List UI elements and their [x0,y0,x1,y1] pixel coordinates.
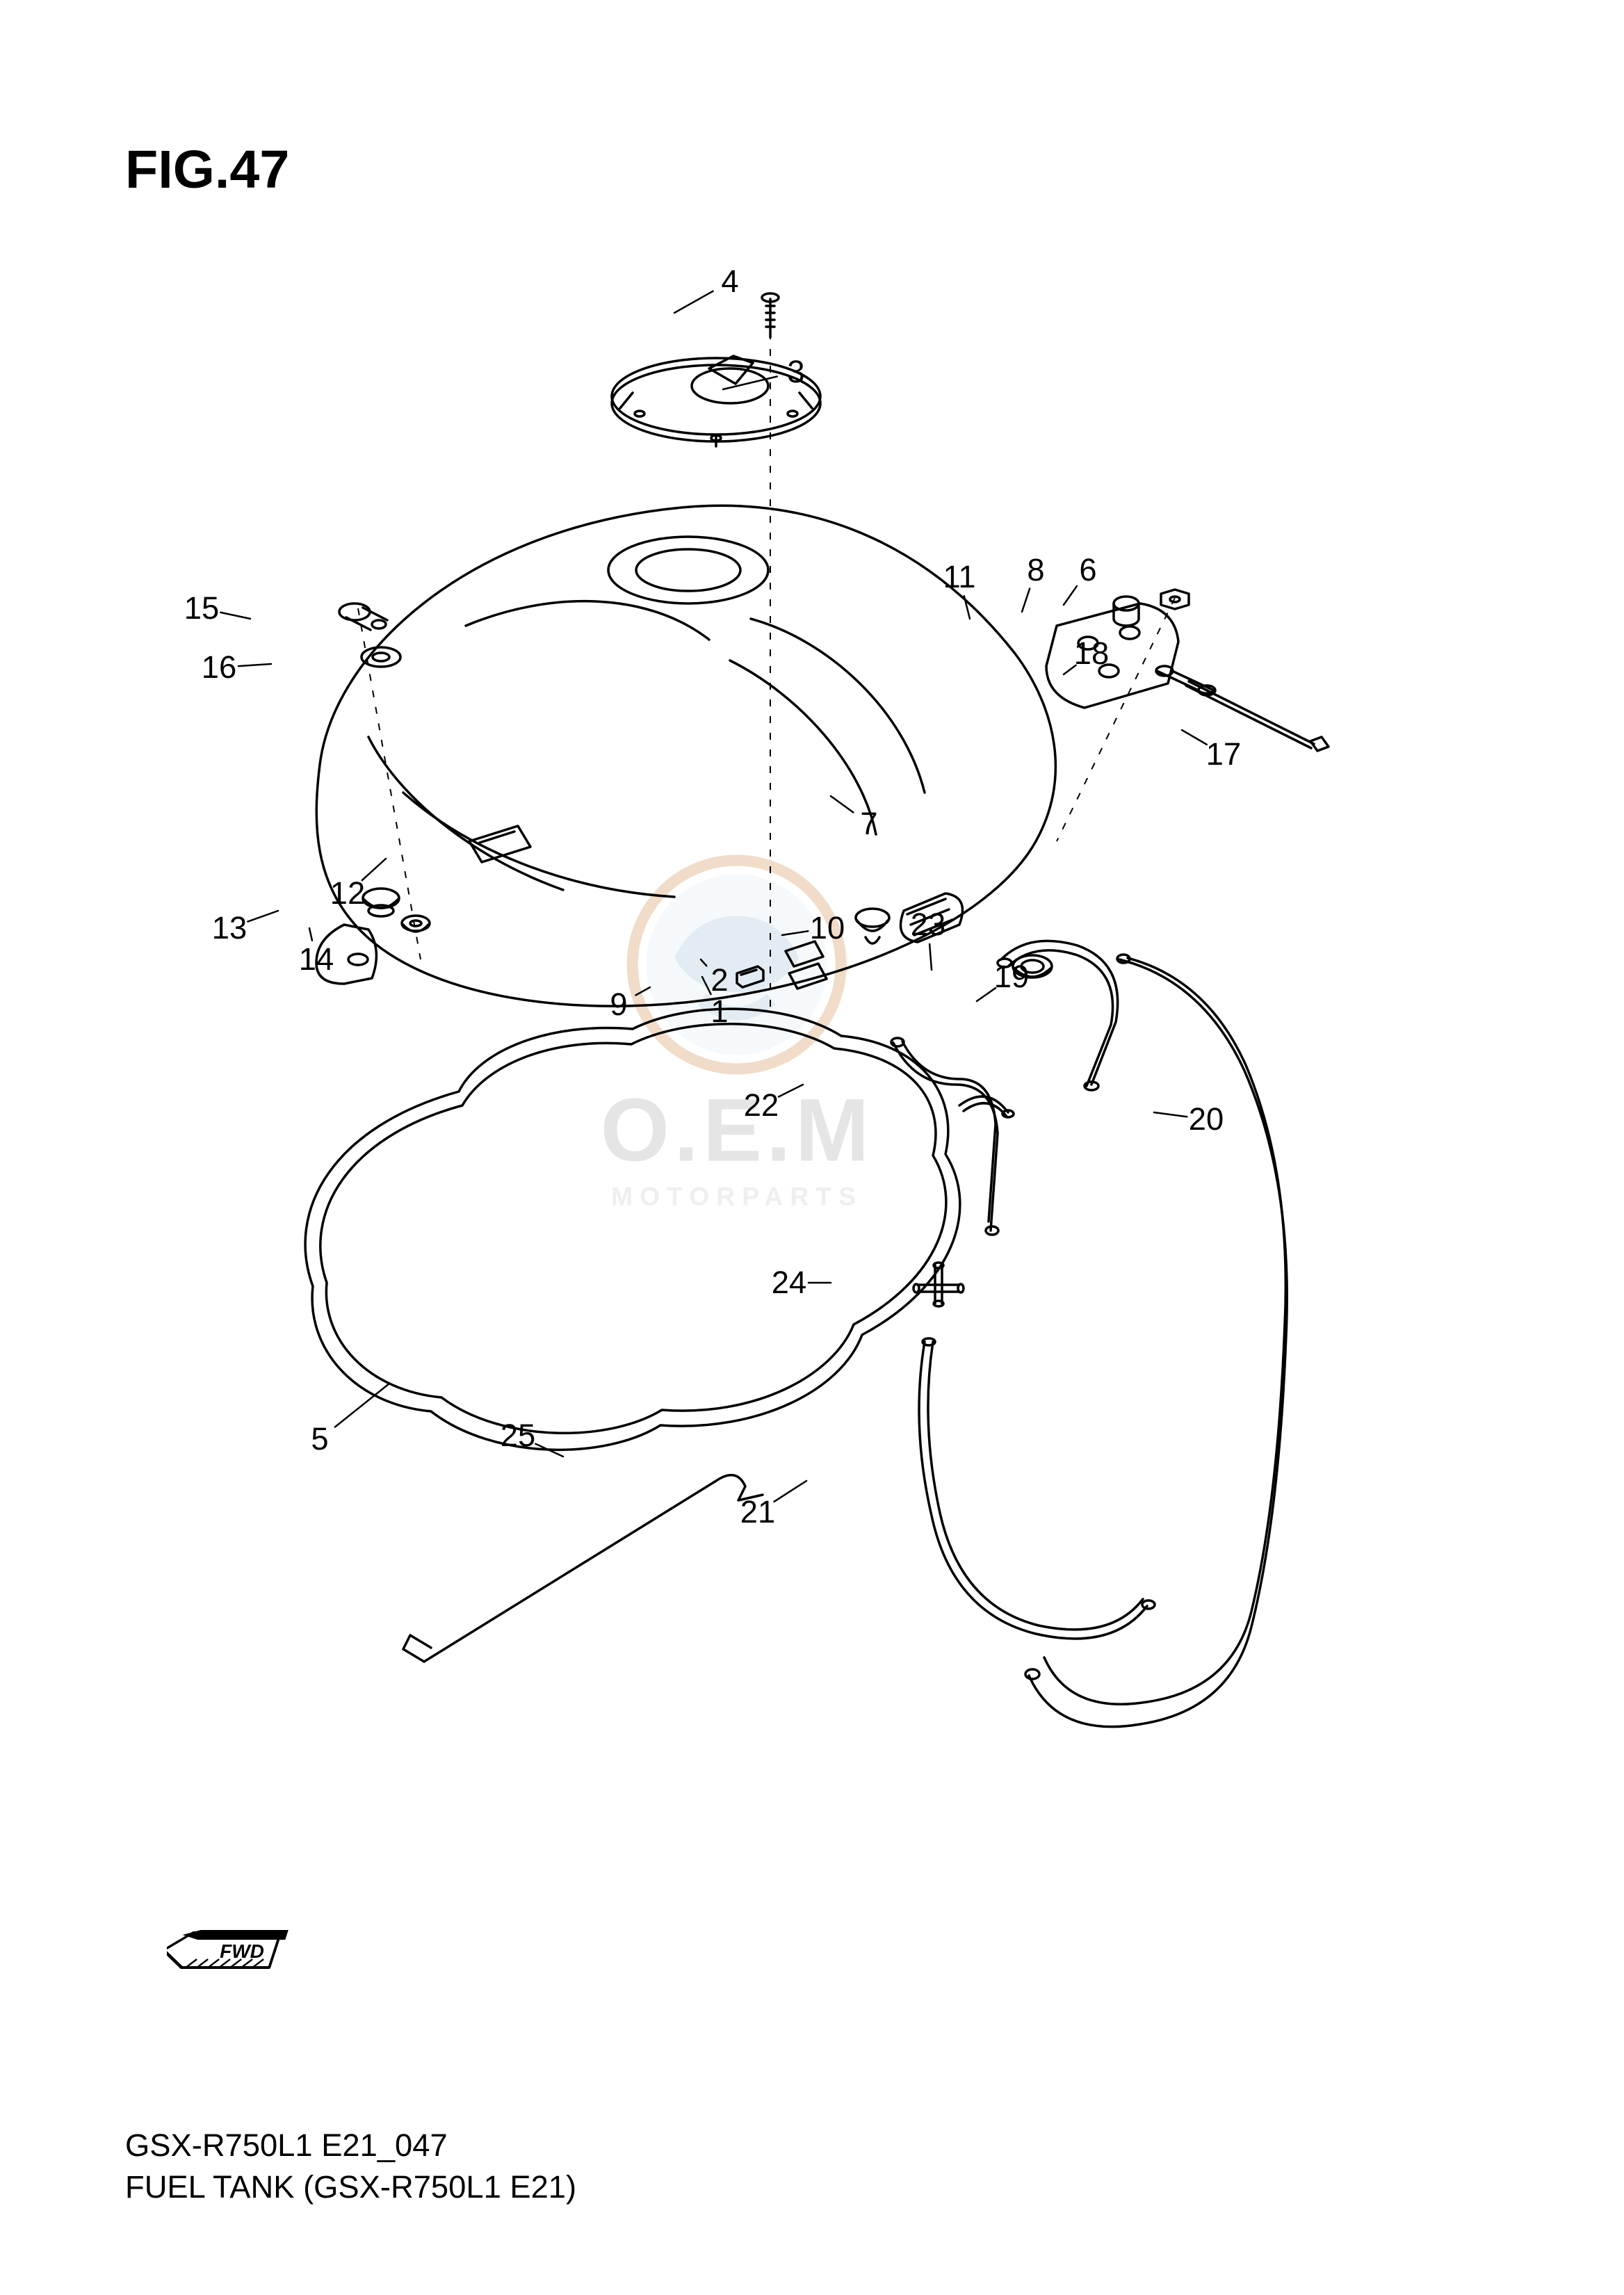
callout-13: 13 [212,910,247,946]
callout-14: 14 [299,941,334,978]
page: FIG.47 O.E.M MOTORPARTS [0,0,1624,2295]
tank-filler-ring [608,537,768,603]
callout-19: 19 [994,959,1029,995]
callout-3: 3 [787,354,804,390]
leader-12 [362,859,386,880]
callout-20: 20 [1189,1101,1224,1137]
leader-8 [1022,589,1030,612]
callout-10: 10 [810,910,845,946]
part-clip-9 [737,966,763,987]
leader-7 [831,796,853,813]
leader-9 [635,987,650,995]
callout-6: 6 [1079,552,1096,588]
leader-lines [220,291,1206,1502]
callout-1: 1 [710,994,728,1030]
part-cushion-10 [856,909,889,943]
callout-18: 18 [1074,635,1109,672]
part-hose-20 [1025,955,1287,1727]
callout-25: 25 [501,1418,535,1454]
leader-15 [220,613,250,619]
diagram-area [104,264,1495,1794]
leader-13 [247,911,278,922]
leader-16 [238,664,271,666]
leader-5 [335,1384,389,1427]
callout-15: 15 [184,590,219,626]
part-cushion-13 [363,889,399,916]
callout-24: 24 [772,1265,806,1301]
callout-23: 23 [911,907,945,943]
callout-11: 11 [943,559,975,595]
callout-4: 4 [721,263,738,300]
leader-14 [309,928,312,941]
leader-4 [674,291,713,313]
callout-12: 12 [330,875,365,911]
callout-8: 8 [1027,552,1044,588]
leader-6 [1064,586,1077,605]
part-tank-gasket [305,1009,960,1450]
callout-2: 2 [710,962,728,998]
part-pads [737,941,827,989]
part-hose-21 [919,1338,1155,1639]
callout-5: 5 [311,1421,328,1457]
figure-title: FIG.47 [125,139,289,201]
assembly-axis-rear [1057,598,1175,841]
fwd-badge-label: FWD [220,1940,264,1962]
part-bolt-15 [339,603,387,630]
part-nut-14 [402,916,430,932]
leader-2 [701,959,706,966]
leader-11 [964,596,970,619]
diagram-svg [104,264,1495,1794]
leader-19 [977,988,996,1001]
callout-17: 17 [1206,736,1241,772]
leader-22 [779,1085,803,1096]
callout-21: 21 [740,1494,775,1530]
leader-10 [782,931,808,935]
footer-line-1: GSX-R750L1 E21_047 [125,2127,448,2164]
part-prop-rod-25 [403,1475,763,1662]
fwd-badge-icon: FWD [167,1919,306,1988]
leader-17 [1182,730,1207,745]
callout-22: 22 [744,1087,779,1124]
parts-group [305,293,1329,1727]
callout-7: 7 [860,806,877,842]
tank-filler-ring-inner [636,549,740,591]
part-spacer-8 [1114,597,1139,626]
part-hose-22 [891,1038,1014,1235]
leader-21 [774,1481,806,1502]
callout-16: 16 [202,649,236,686]
callout-9: 9 [610,987,627,1023]
leader-23 [929,944,932,970]
part-lower-clips [363,826,530,932]
leader-1 [702,977,710,994]
fwd-badge: FWD [167,1919,306,1992]
footer-line-2: FUEL TANK (GSX-R750L1 E21) [125,2169,576,2205]
leader-20 [1154,1112,1187,1117]
